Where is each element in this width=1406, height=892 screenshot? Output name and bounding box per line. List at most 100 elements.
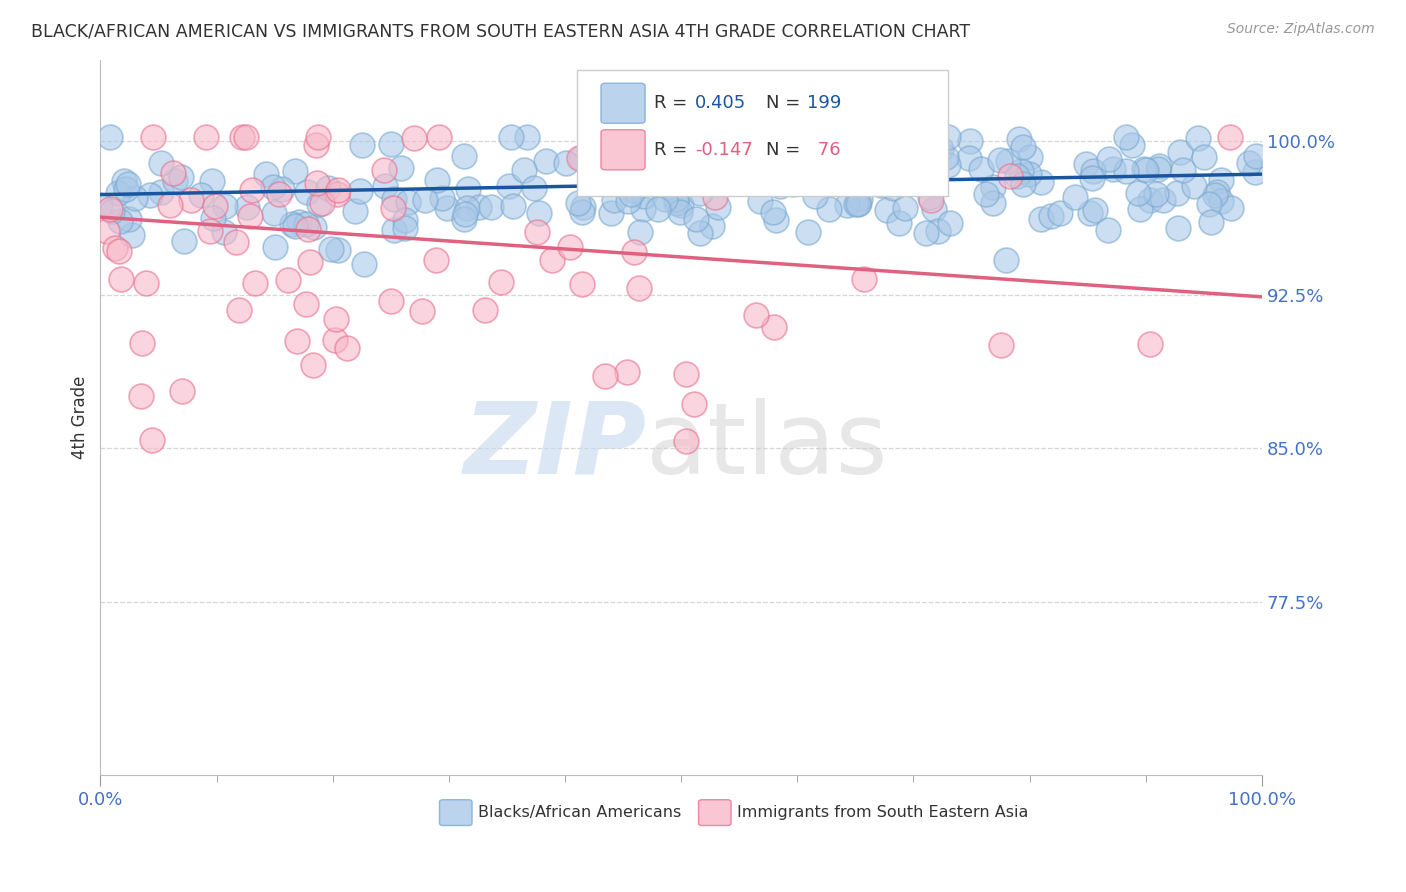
Point [658,180,681,194]
Point [288,215,311,229]
Point [1049,206,1071,220]
Point [380,137,402,152]
Point [201,174,224,188]
Point [845,197,868,211]
FancyBboxPatch shape [699,800,731,825]
Point [284,219,307,233]
Point [124,191,146,205]
Point [235,130,257,145]
Point [675,176,697,190]
Point [1121,137,1143,152]
Point [1102,161,1125,176]
Point [159,197,181,211]
Point [634,157,657,171]
Point [706,200,728,214]
Point [572,200,595,214]
Point [623,244,645,259]
Point [325,312,347,326]
Point [713,144,735,158]
Point [1084,203,1107,218]
Point [852,271,875,285]
Point [281,217,304,231]
Point [1097,223,1119,237]
Point [689,186,711,201]
Point [1012,139,1035,153]
Text: N =: N = [766,95,806,112]
Point [981,196,1004,211]
Point [380,294,402,309]
Point [799,147,821,161]
Point [269,186,291,201]
Point [647,202,669,216]
Point [142,130,165,145]
Point [703,190,725,204]
Point [869,178,891,192]
Point [748,194,770,209]
Point [1000,169,1022,183]
Point [841,161,863,175]
Point [270,182,292,196]
Point [263,206,285,220]
Point [214,199,236,213]
Point [284,163,307,178]
Point [654,138,676,153]
Point [502,198,524,212]
Point [512,162,534,177]
Point [454,207,477,221]
Point [936,158,959,172]
Text: N =: N = [766,141,806,159]
FancyBboxPatch shape [600,83,645,123]
Point [326,187,349,202]
Point [262,180,284,194]
Point [479,200,502,214]
Point [1167,220,1189,235]
Point [749,136,772,150]
Point [1166,186,1188,200]
Point [654,192,676,206]
Point [374,179,396,194]
Point [328,183,350,197]
Point [894,201,917,215]
Point [110,271,132,285]
Point [1031,176,1053,190]
Point [389,161,412,175]
Point [1209,194,1232,209]
Point [107,244,129,258]
Text: 0.405: 0.405 [695,95,747,112]
Point [620,186,643,201]
Point [668,205,690,219]
Point [744,308,766,322]
Point [301,358,323,372]
Point [527,206,550,220]
Point [558,240,581,254]
Point [1206,186,1229,200]
Point [297,221,319,235]
Point [352,137,374,152]
Point [239,209,262,223]
Text: Source: ZipAtlas.com: Source: ZipAtlas.com [1227,22,1375,37]
Point [920,193,942,207]
Point [675,367,697,381]
Point [254,167,277,181]
Point [922,130,945,145]
Point [852,130,875,145]
Text: R =: R = [654,95,693,112]
Point [1010,163,1032,178]
Point [1199,215,1222,229]
Point [114,182,136,196]
Point [305,138,328,153]
Point [474,302,496,317]
Point [307,176,329,190]
Point [665,196,688,211]
Point [432,190,454,204]
Point [516,130,538,145]
Point [382,201,405,215]
Point [790,164,813,178]
Point [1019,150,1042,164]
Point [755,172,778,186]
Point [1209,173,1232,187]
Point [228,303,250,318]
Point [394,220,416,235]
Point [373,162,395,177]
Point [1129,202,1152,216]
